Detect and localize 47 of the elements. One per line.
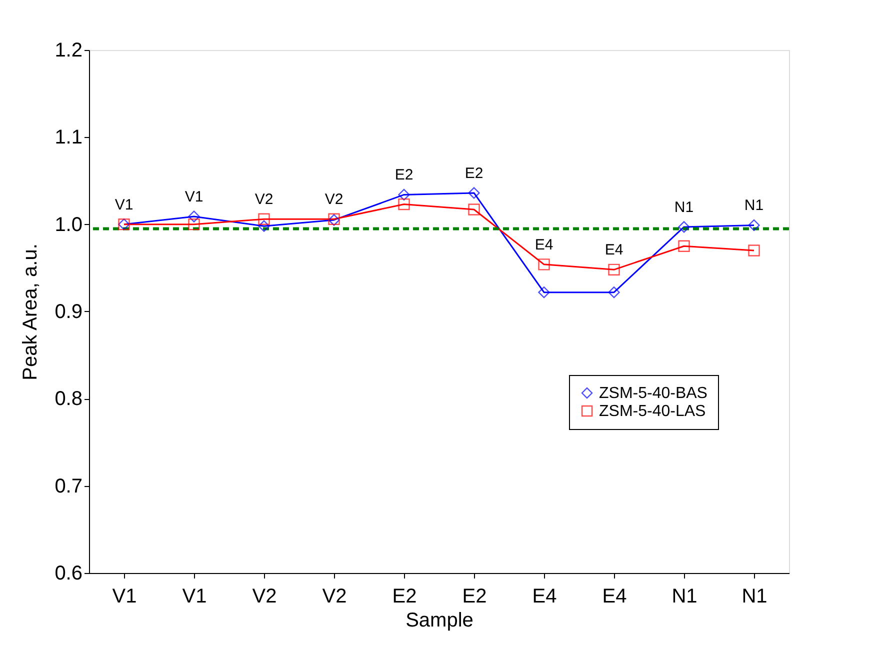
- y-tick-label: 0.7: [54, 475, 82, 498]
- legend-label: ZSM-5-40-BAS: [599, 385, 708, 402]
- annotation: V2: [254, 191, 274, 208]
- y-tick-label: 1.0: [54, 214, 82, 236]
- annotation: N1: [674, 198, 694, 216]
- y-tick-label: 1.1: [54, 126, 82, 149]
- annotation: V1: [184, 188, 204, 206]
- point: [748, 219, 760, 232]
- point: [188, 210, 200, 222]
- annotation: N1: [744, 197, 764, 214]
- point: [258, 213, 270, 225]
- point: [398, 198, 410, 210]
- point: [538, 286, 550, 298]
- annotation: V1: [114, 196, 134, 214]
- x-tick-label: V2: [252, 586, 277, 608]
- point: [188, 218, 200, 230]
- x-tick-label: V1: [112, 586, 137, 608]
- y-axis-title: Peak Area, a.u.: [20, 244, 42, 380]
- y-tick-label: 0.8: [54, 388, 82, 410]
- x-axis-title: Sample: [406, 610, 474, 632]
- point: [608, 286, 620, 298]
- point: [538, 258, 550, 270]
- y-tick-label: 1.2: [54, 40, 82, 62]
- annotation: E2: [464, 164, 484, 182]
- x-tick-label: V1: [182, 586, 207, 608]
- annotation: E4: [604, 242, 624, 259]
- x-tick-label: E2: [392, 586, 417, 608]
- point: [678, 240, 690, 252]
- annotation: V2: [324, 191, 344, 208]
- point: [608, 264, 620, 276]
- x-tick-label: E4: [602, 586, 627, 608]
- point: [258, 220, 270, 232]
- legend-label: ZSM-5-40-LAS: [599, 403, 706, 420]
- x-tick-label: E4: [532, 586, 557, 608]
- y-tick-label: 0.6: [54, 562, 82, 584]
- y-tick-label: 0.9: [54, 301, 82, 323]
- x-tick-label: E2: [462, 586, 487, 608]
- annotation: E4: [534, 236, 554, 254]
- point: [468, 204, 480, 216]
- x-tick-label: N1: [742, 586, 768, 608]
- point: [468, 187, 480, 199]
- point: [748, 244, 760, 256]
- point: [678, 221, 690, 233]
- x-tick-label: V2: [322, 586, 347, 608]
- annotation: E2: [394, 166, 414, 184]
- x-tick-label: N1: [672, 586, 698, 608]
- point: [398, 188, 410, 201]
